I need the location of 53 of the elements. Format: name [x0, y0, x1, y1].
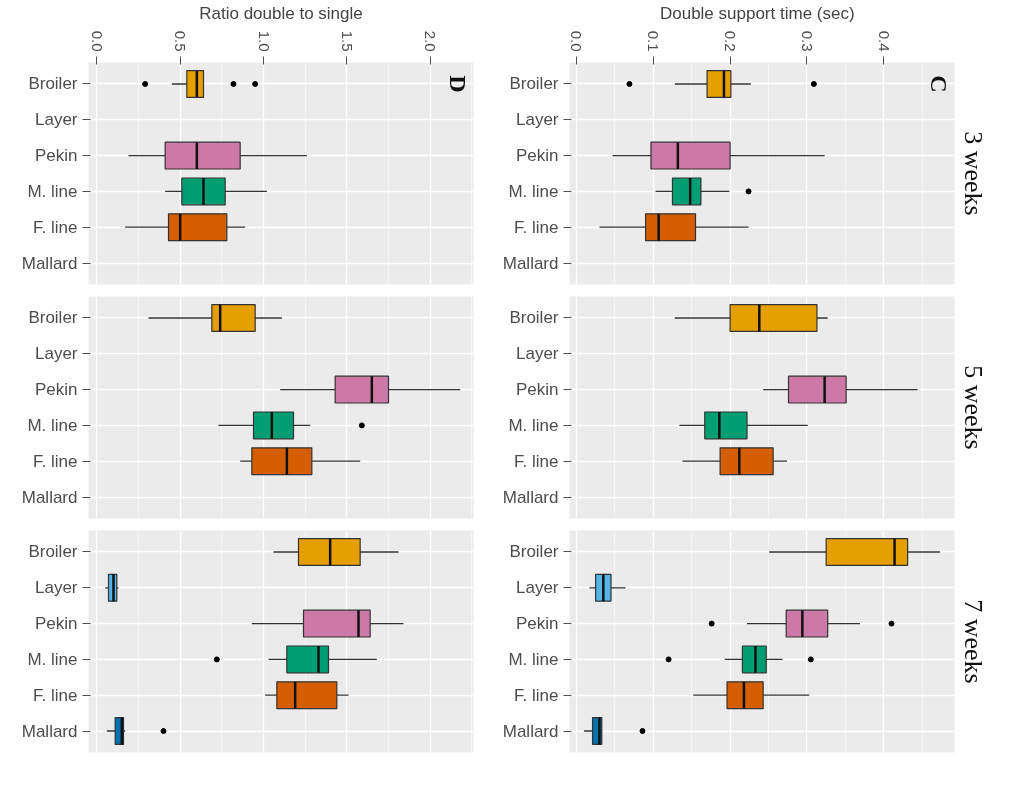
- y-tick-label: Mallard: [502, 487, 559, 507]
- y-tick-label: M. line: [27, 415, 78, 435]
- y-tick-label: Layer: [515, 110, 559, 130]
- y-tick-label: M. line: [27, 181, 78, 201]
- y-tick-label: Broiler: [28, 308, 78, 328]
- text: 7 weeks: [958, 599, 988, 684]
- text: 3 weeks: [958, 131, 988, 216]
- y-tick-label: Layer: [515, 578, 559, 598]
- y-tick-label: Broiler: [509, 308, 559, 328]
- y-tick-label: Mallard: [502, 253, 559, 273]
- y-tick-label: F. line: [514, 685, 559, 705]
- y-tick-label: M. line: [508, 415, 559, 435]
- y-tick-label: Broiler: [509, 74, 559, 94]
- y-tick-label: Pekin: [515, 614, 559, 634]
- y-tick-label: Pekin: [34, 146, 78, 166]
- y-tick-label: F. line: [514, 451, 559, 471]
- y-tick-label: Broiler: [28, 542, 78, 562]
- y-tick-label: M. line: [27, 649, 78, 669]
- y-tick-label: Mallard: [21, 721, 78, 741]
- x-tick-label: 0.0: [88, 30, 106, 52]
- x-tick-label: 1.5: [338, 30, 356, 52]
- x-axis-title: Ratio double to single: [199, 3, 363, 23]
- y-tick-label: Mallard: [21, 487, 78, 507]
- y-tick-label: Layer: [34, 344, 78, 364]
- x-tick-label: 0.1: [645, 30, 663, 52]
- y-tick-label: Broiler: [28, 74, 78, 94]
- y-tick-label: Broiler: [509, 542, 559, 562]
- text: 5 weeks: [958, 365, 988, 450]
- y-tick-label: Pekin: [515, 380, 559, 400]
- x-tick-label: 0.0: [568, 30, 586, 52]
- x-axis-title: Double support time (sec): [659, 3, 855, 23]
- x-tick-label: 0.3: [798, 30, 816, 52]
- y-tick-label: F. line: [33, 217, 78, 237]
- x-tick-label: 2.0: [422, 30, 440, 52]
- y-tick-label: F. line: [33, 451, 78, 471]
- y-tick-label: Pekin: [34, 614, 78, 634]
- x-tick-label: 0.5: [172, 30, 190, 52]
- y-tick-label: Layer: [515, 344, 559, 364]
- y-tick-label: Mallard: [21, 253, 78, 273]
- y-tick-label: Layer: [34, 110, 78, 130]
- annotation: D: [445, 75, 472, 93]
- y-tick-label: Pekin: [34, 380, 78, 400]
- annotation: C: [926, 75, 953, 93]
- y-tick-label: M. line: [508, 649, 559, 669]
- y-tick-label: M. line: [508, 181, 559, 201]
- y-tick-label: Layer: [34, 578, 78, 598]
- y-tick-label: Pekin: [515, 146, 559, 166]
- y-tick-label: F. line: [33, 685, 78, 705]
- y-tick-label: F. line: [514, 217, 559, 237]
- x-tick-label: 0.2: [722, 30, 740, 52]
- x-tick-label: 1.0: [255, 30, 273, 52]
- y-tick-label: Mallard: [502, 721, 559, 741]
- x-tick-label: 0.4: [875, 30, 893, 52]
